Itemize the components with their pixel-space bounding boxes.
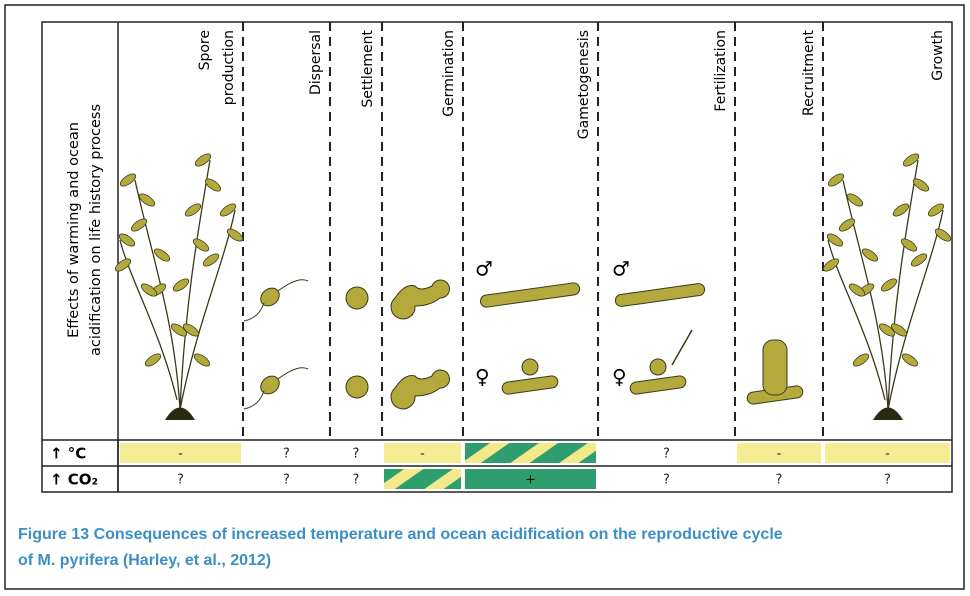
- row-label: ↑ °C: [50, 445, 86, 463]
- sex-symbol: ♀: [612, 365, 627, 389]
- cell-value: ?: [776, 473, 783, 488]
- leaf: [899, 237, 918, 254]
- sex-symbol: ♀: [475, 365, 490, 389]
- column-heading: Spore: [197, 30, 213, 70]
- spore: [257, 284, 283, 309]
- cell-value: -: [178, 447, 183, 462]
- settled-spore: [346, 376, 368, 398]
- sex-symbol: ♂: [612, 257, 630, 281]
- spore: [257, 372, 283, 397]
- leaf: [900, 352, 919, 369]
- filament: [480, 282, 581, 308]
- page: Effects of warming and ocean acidificatio…: [0, 0, 970, 596]
- cell-fill: [384, 469, 461, 489]
- settled-spore: [346, 287, 368, 309]
- filament: [629, 375, 686, 395]
- column-heading: Gametogenesis: [576, 30, 592, 139]
- leaf: [191, 237, 210, 254]
- leaf: [171, 277, 190, 294]
- leaf: [909, 252, 928, 269]
- caption-line: of M. pyrifera (Harley, et al., 2012): [18, 552, 271, 570]
- cell-fill: [465, 443, 596, 463]
- leaf: [826, 172, 845, 189]
- column-heading: Recruitment: [801, 29, 817, 116]
- column-heading: Settlement: [360, 30, 376, 108]
- sex-symbol: ♂: [475, 257, 493, 281]
- leaf: [201, 252, 220, 269]
- holdfast: [165, 408, 195, 421]
- germling: [391, 370, 449, 409]
- leaf: [891, 202, 910, 219]
- cell-value: ?: [177, 473, 184, 488]
- holdfast: [873, 408, 903, 421]
- cell-value: ?: [353, 473, 360, 488]
- cell-value: ?: [353, 447, 360, 462]
- cell-value: -: [885, 447, 890, 462]
- column-heading: Dispersal: [308, 30, 324, 95]
- cell-value: ?: [283, 473, 290, 488]
- y-label: Effects of warming and ocean: [66, 122, 82, 338]
- column-heading: production: [221, 30, 237, 105]
- cell-value: ?: [663, 447, 670, 462]
- leaf: [879, 277, 898, 294]
- cell-value: ?: [884, 473, 891, 488]
- row-label: ↑ CO₂: [50, 471, 98, 489]
- arrow: [672, 330, 692, 365]
- cell-value: -: [777, 447, 782, 462]
- column-heading: Germination: [441, 30, 457, 117]
- figure: Effects of warming and ocean acidificatio…: [0, 0, 970, 596]
- leaf: [143, 352, 162, 369]
- germling: [391, 280, 449, 319]
- cell-value: ?: [283, 447, 290, 462]
- filament: [615, 283, 706, 307]
- leaf: [192, 352, 211, 369]
- oogonium: [522, 359, 538, 375]
- leaf: [118, 172, 137, 189]
- cell-value: ?: [663, 473, 670, 488]
- y-label: acidification on life history process: [88, 104, 104, 356]
- leaf: [851, 352, 870, 369]
- filament: [501, 375, 558, 395]
- sporophyte: [763, 340, 787, 395]
- column-heading: Fertilization: [713, 30, 729, 112]
- column-heading: Growth: [930, 30, 946, 81]
- cell-value: -: [420, 447, 425, 462]
- leaf: [183, 202, 202, 219]
- oogonium: [650, 359, 666, 375]
- caption-line: Figure 13 Consequences of increased temp…: [18, 526, 783, 544]
- cell-value: +: [525, 473, 536, 488]
